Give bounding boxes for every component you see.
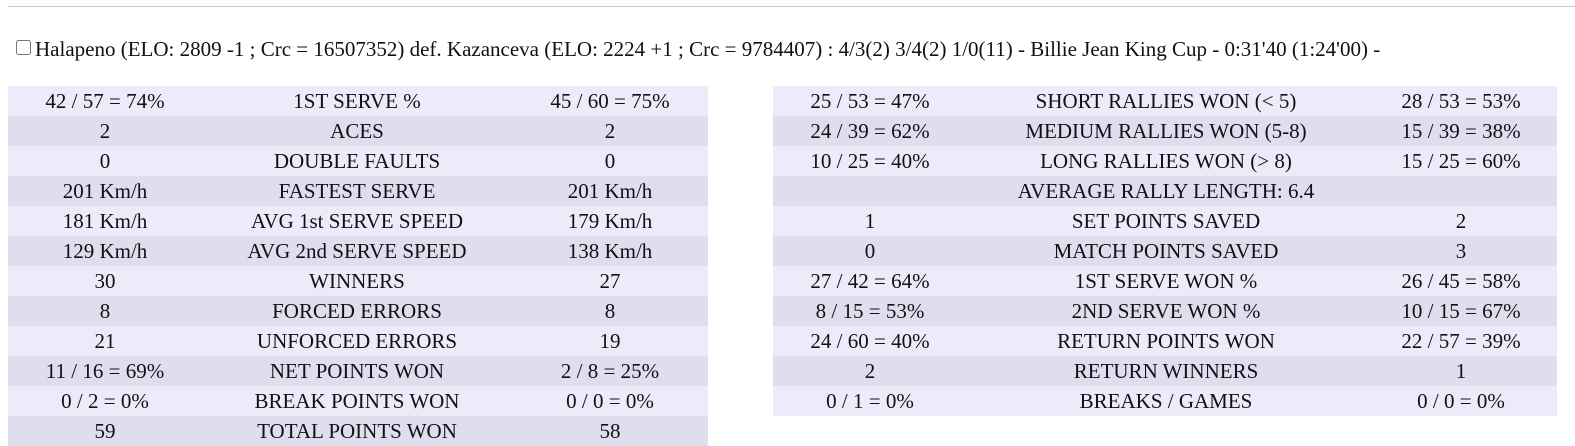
stat-player2-value: 2 <box>512 116 708 146</box>
stat-player2-value: 2 <box>1365 206 1557 236</box>
match-select-checkbox[interactable] <box>16 40 31 55</box>
stat-player1-value: 24 / 60 = 40% <box>773 326 967 356</box>
stat-label: 1ST SERVE % <box>202 86 512 116</box>
stat-label: SET POINTS SAVED <box>967 206 1365 236</box>
stat-player2-value: 27 <box>512 266 708 296</box>
stat-player1-value: 201 Km/h <box>8 176 202 206</box>
top-divider <box>8 6 1575 7</box>
stat-label: RETURN WINNERS <box>967 356 1365 386</box>
stat-row: 11 / 16 = 69% NET POINTS WON 2 / 8 = 25% <box>8 356 708 386</box>
stat-label: SHORT RALLIES WON (< 5) <box>967 86 1365 116</box>
stat-player2-value: 15 / 39 = 38% <box>1365 116 1557 146</box>
stat-row: 0 / 2 = 0% BREAK POINTS WON 0 / 0 = 0% <box>8 386 708 416</box>
stat-row: 8 / 15 = 53% 2ND SERVE WON % 10 / 15 = 67% <box>773 296 1557 326</box>
stat-row: 10 / 25 = 40% LONG RALLIES WON (> 8) 15 / … <box>773 146 1557 176</box>
stat-player2-value: 28 / 53 = 53% <box>1365 86 1557 116</box>
stat-player2-value: 22 / 57 = 39% <box>1365 326 1557 356</box>
stat-row: 8 FORCED ERRORS 8 <box>8 296 708 326</box>
stat-row: 0 / 1 = 0% BREAKS / GAMES 0 / 0 = 0% <box>773 386 1557 416</box>
stat-player2-value: 138 Km/h <box>512 236 708 266</box>
stat-label: LONG RALLIES WON (> 8) <box>967 146 1365 176</box>
stat-row: 25 / 53 = 47% SHORT RALLIES WON (< 5) 28 /… <box>773 86 1557 116</box>
stat-label: 2ND SERVE WON % <box>967 296 1365 326</box>
stat-player1-value <box>773 176 967 206</box>
stat-label: MATCH POINTS SAVED <box>967 236 1365 266</box>
stat-player1-value: 181 Km/h <box>8 206 202 236</box>
stat-player2-value: 2 / 8 = 25% <box>512 356 708 386</box>
stat-player1-value: 30 <box>8 266 202 296</box>
stat-row: 24 / 60 = 40% RETURN POINTS WON 22 / 57 = … <box>773 326 1557 356</box>
right-stats-table: 25 / 53 = 47% SHORT RALLIES WON (< 5) 28 /… <box>773 86 1557 416</box>
stat-player2-value: 10 / 15 = 67% <box>1365 296 1557 326</box>
stat-player2-value: 26 / 45 = 58% <box>1365 266 1557 296</box>
stat-label: ACES <box>202 116 512 146</box>
stat-row: 27 / 42 = 64% 1ST SERVE WON % 26 / 45 = 58… <box>773 266 1557 296</box>
stat-label: MEDIUM RALLIES WON (5-8) <box>967 116 1365 146</box>
stat-player1-value: 2 <box>773 356 967 386</box>
stat-label: DOUBLE FAULTS <box>202 146 512 176</box>
stat-label: AVERAGE RALLY LENGTH: 6.4 <box>967 176 1365 206</box>
stat-player1-value: 0 / 2 = 0% <box>8 386 202 416</box>
stat-row: 30 WINNERS 27 <box>8 266 708 296</box>
stat-label: UNFORCED ERRORS <box>202 326 512 356</box>
stat-row: 2 ACES 2 <box>8 116 708 146</box>
stat-player2-value: 201 Km/h <box>512 176 708 206</box>
left-stats-table: 42 / 57 = 74% 1ST SERVE % 45 / 60 = 75% 2 AC… <box>8 86 708 446</box>
stat-player2-value: 3 <box>1365 236 1557 266</box>
stat-row: 201 Km/h FASTEST SERVE 201 Km/h <box>8 176 708 206</box>
stat-row: 0 MATCH POINTS SAVED 3 <box>773 236 1557 266</box>
stat-player1-value: 24 / 39 = 62% <box>773 116 967 146</box>
stat-row: 129 Km/h AVG 2nd SERVE SPEED 138 Km/h <box>8 236 708 266</box>
stat-player1-value: 10 / 25 = 40% <box>773 146 967 176</box>
stat-label: RETURN POINTS WON <box>967 326 1365 356</box>
stat-player2-value: 58 <box>512 416 708 446</box>
stat-player2-value: 8 <box>512 296 708 326</box>
stat-player2-value: 45 / 60 = 75% <box>512 86 708 116</box>
stat-row: 42 / 57 = 74% 1ST SERVE % 45 / 60 = 75% <box>8 86 708 116</box>
stat-player2-value: 179 Km/h <box>512 206 708 236</box>
stat-player1-value: 8 / 15 = 53% <box>773 296 967 326</box>
stat-player2-value: 1 <box>1365 356 1557 386</box>
stat-player1-value: 2 <box>8 116 202 146</box>
stat-label: 1ST SERVE WON % <box>967 266 1365 296</box>
stat-player1-value: 21 <box>8 326 202 356</box>
stat-row: 2 RETURN WINNERS 1 <box>773 356 1557 386</box>
stat-player1-value: 0 <box>773 236 967 266</box>
stat-row: 59 TOTAL POINTS WON 58 <box>8 416 708 446</box>
stat-player2-value: 19 <box>512 326 708 356</box>
stat-row: 181 Km/h AVG 1st SERVE SPEED 179 Km/h <box>8 206 708 236</box>
stat-player1-value: 8 <box>8 296 202 326</box>
stat-label: FORCED ERRORS <box>202 296 512 326</box>
stat-player2-value: 15 / 25 = 60% <box>1365 146 1557 176</box>
stat-label: BREAK POINTS WON <box>202 386 512 416</box>
stat-label: BREAKS / GAMES <box>967 386 1365 416</box>
stat-player1-value: 0 / 1 = 0% <box>773 386 967 416</box>
stat-label: AVG 1st SERVE SPEED <box>202 206 512 236</box>
stat-label: TOTAL POINTS WON <box>202 416 512 446</box>
stat-player2-value <box>1365 176 1557 206</box>
stat-label: WINNERS <box>202 266 512 296</box>
stat-label: FASTEST SERVE <box>202 176 512 206</box>
stat-player1-value: 0 <box>8 146 202 176</box>
stat-player2-value: 0 <box>512 146 708 176</box>
stat-player1-value: 59 <box>8 416 202 446</box>
stat-row: 21 UNFORCED ERRORS 19 <box>8 326 708 356</box>
stat-player1-value: 27 / 42 = 64% <box>773 266 967 296</box>
stat-player1-value: 11 / 16 = 69% <box>8 356 202 386</box>
stat-row: AVERAGE RALLY LENGTH: 6.4 <box>773 176 1557 206</box>
stat-label: AVG 2nd SERVE SPEED <box>202 236 512 266</box>
match-summary: Halapeno (ELO: 2809 -1 ; Crc = 16507352)… <box>35 37 1381 61</box>
stat-player1-value: 42 / 57 = 74% <box>8 86 202 116</box>
stat-row: 0 DOUBLE FAULTS 0 <box>8 146 708 176</box>
stat-player2-value: 0 / 0 = 0% <box>512 386 708 416</box>
stat-player1-value: 25 / 53 = 47% <box>773 86 967 116</box>
stat-player2-value: 0 / 0 = 0% <box>1365 386 1557 416</box>
stat-player1-value: 129 Km/h <box>8 236 202 266</box>
stat-label: NET POINTS WON <box>202 356 512 386</box>
stat-row: 24 / 39 = 62% MEDIUM RALLIES WON (5-8) 15 … <box>773 116 1557 146</box>
stat-player1-value: 1 <box>773 206 967 236</box>
stat-row: 1 SET POINTS SAVED 2 <box>773 206 1557 236</box>
match-header: Halapeno (ELO: 2809 -1 ; Crc = 16507352)… <box>14 35 1575 63</box>
